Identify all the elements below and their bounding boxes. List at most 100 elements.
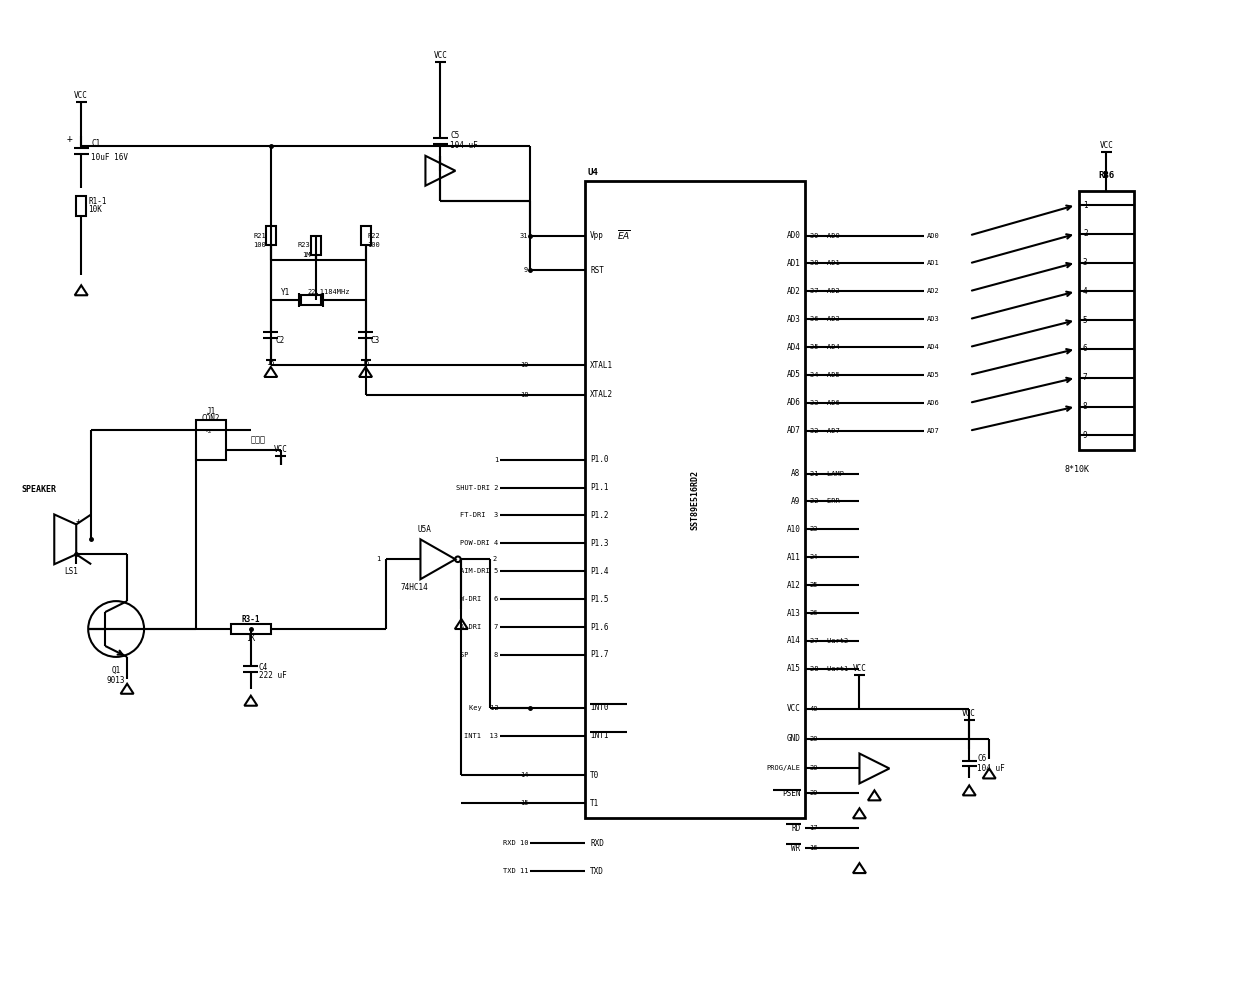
Text: T1: T1 [590, 799, 599, 808]
Text: 1K: 1K [247, 634, 255, 643]
Text: 23: 23 [810, 526, 818, 532]
Text: Y1: Y1 [280, 288, 290, 297]
Text: VCC: VCC [74, 91, 88, 100]
Text: SP      8: SP 8 [460, 652, 498, 658]
Text: AD3: AD3 [786, 315, 801, 324]
Text: 38  AD1: 38 AD1 [810, 261, 839, 267]
Text: AIM-DRI 5: AIM-DRI 5 [460, 568, 498, 574]
Text: P1.3: P1.3 [590, 538, 609, 547]
Text: A-DRI   7: A-DRI 7 [460, 624, 498, 630]
Text: SHUT-DRI 2: SHUT-DRI 2 [456, 485, 498, 491]
Text: 9: 9 [525, 268, 528, 274]
Text: VCC: VCC [434, 51, 448, 60]
Text: AD2: AD2 [928, 289, 940, 295]
Text: 36  AD3: 36 AD3 [810, 317, 839, 323]
Text: 1M: 1M [303, 253, 311, 259]
Text: PROG/ALE: PROG/ALE [766, 765, 801, 771]
Text: 31: 31 [520, 233, 528, 239]
Text: SST89E516RD2: SST89E516RD2 [691, 470, 699, 529]
Text: Vpp: Vpp [590, 231, 604, 240]
Text: T0: T0 [590, 771, 599, 780]
Text: P1.2: P1.2 [590, 510, 609, 519]
Text: R21: R21 [253, 233, 265, 239]
Text: 18: 18 [520, 392, 528, 398]
Text: VCC: VCC [786, 704, 801, 713]
Text: P1.5: P1.5 [590, 594, 609, 603]
Text: 222 uF: 222 uF [259, 671, 286, 680]
Text: 27  Uart2: 27 Uart2 [810, 638, 848, 644]
Text: J1: J1 [206, 408, 216, 417]
Text: 19: 19 [520, 362, 528, 368]
Text: W-DRI   6: W-DRI 6 [460, 596, 498, 602]
Text: A11: A11 [786, 552, 801, 561]
Text: 14: 14 [520, 772, 528, 778]
Text: AD3: AD3 [928, 317, 940, 323]
Bar [311, 236, 321, 256]
Text: 滤波器: 滤波器 [250, 436, 265, 445]
Bar [265, 226, 275, 246]
Text: 10K: 10K [88, 205, 102, 214]
Text: C2: C2 [275, 336, 285, 345]
Text: A8: A8 [791, 470, 801, 479]
Text: C1: C1 [92, 139, 100, 148]
Text: AD4: AD4 [786, 343, 801, 352]
Text: P1.1: P1.1 [590, 484, 609, 493]
Text: 1: 1 [1083, 201, 1087, 210]
Text: 8: 8 [1083, 402, 1087, 411]
Text: 5: 5 [1083, 316, 1087, 325]
Text: RB6: RB6 [1099, 171, 1115, 180]
Text: FT-DRI  3: FT-DRI 3 [460, 512, 498, 518]
Text: 6: 6 [1083, 345, 1087, 354]
Bar [585, 181, 805, 818]
Text: GND: GND [786, 734, 801, 743]
Text: 104 uF: 104 uF [450, 141, 479, 150]
Text: AD6: AD6 [928, 400, 940, 406]
Bar [196, 420, 226, 460]
Text: R22: R22 [367, 233, 381, 239]
Text: 25: 25 [810, 582, 818, 588]
Text: 40: 40 [810, 705, 818, 711]
Bar [76, 196, 87, 216]
Bar [1079, 191, 1133, 450]
Text: 16: 16 [810, 845, 818, 851]
Bar [301, 296, 321, 306]
Text: R3-1: R3-1 [242, 614, 260, 623]
Text: C5: C5 [450, 132, 460, 141]
Text: RD: RD [791, 824, 801, 833]
Text: 26: 26 [810, 610, 818, 616]
Text: C4: C4 [259, 663, 268, 672]
Text: AD0: AD0 [928, 233, 940, 239]
Text: PSEN: PSEN [782, 789, 801, 798]
Text: U4: U4 [587, 168, 598, 177]
Text: AD1: AD1 [786, 259, 801, 268]
Text: 17: 17 [810, 825, 818, 831]
Text: 100: 100 [253, 243, 265, 249]
Text: AD6: AD6 [786, 399, 801, 408]
Text: 22.1184MHz: 22.1184MHz [308, 290, 350, 296]
Bar [361, 226, 371, 246]
Text: INT0: INT0 [590, 703, 609, 712]
Text: P1.4: P1.4 [590, 566, 609, 575]
Text: AD2: AD2 [786, 287, 801, 296]
Text: 4: 4 [1083, 287, 1087, 296]
Text: 100: 100 [367, 243, 381, 249]
Text: $\overline{EA}$: $\overline{EA}$ [618, 229, 631, 243]
Text: 39  AD0: 39 AD0 [810, 233, 839, 239]
Text: A13: A13 [786, 608, 801, 617]
Text: AD4: AD4 [928, 344, 940, 350]
Text: C6: C6 [977, 754, 987, 763]
Text: AD7: AD7 [928, 428, 940, 434]
Text: -2: -2 [205, 430, 213, 435]
Text: R23: R23 [298, 243, 311, 249]
Text: AD1: AD1 [928, 261, 940, 267]
Text: 37  AD2: 37 AD2 [810, 289, 839, 295]
Text: 8*10K: 8*10K [1064, 466, 1089, 475]
Text: AD5: AD5 [928, 372, 940, 378]
Text: CON2: CON2 [202, 415, 221, 424]
Text: A10: A10 [786, 524, 801, 533]
Text: SPEAKER: SPEAKER [21, 486, 56, 495]
Text: TXD: TXD [590, 866, 604, 875]
Text: 1: 1 [494, 457, 498, 463]
Text: 21  LAMP: 21 LAMP [810, 471, 843, 477]
Text: A15: A15 [786, 664, 801, 673]
